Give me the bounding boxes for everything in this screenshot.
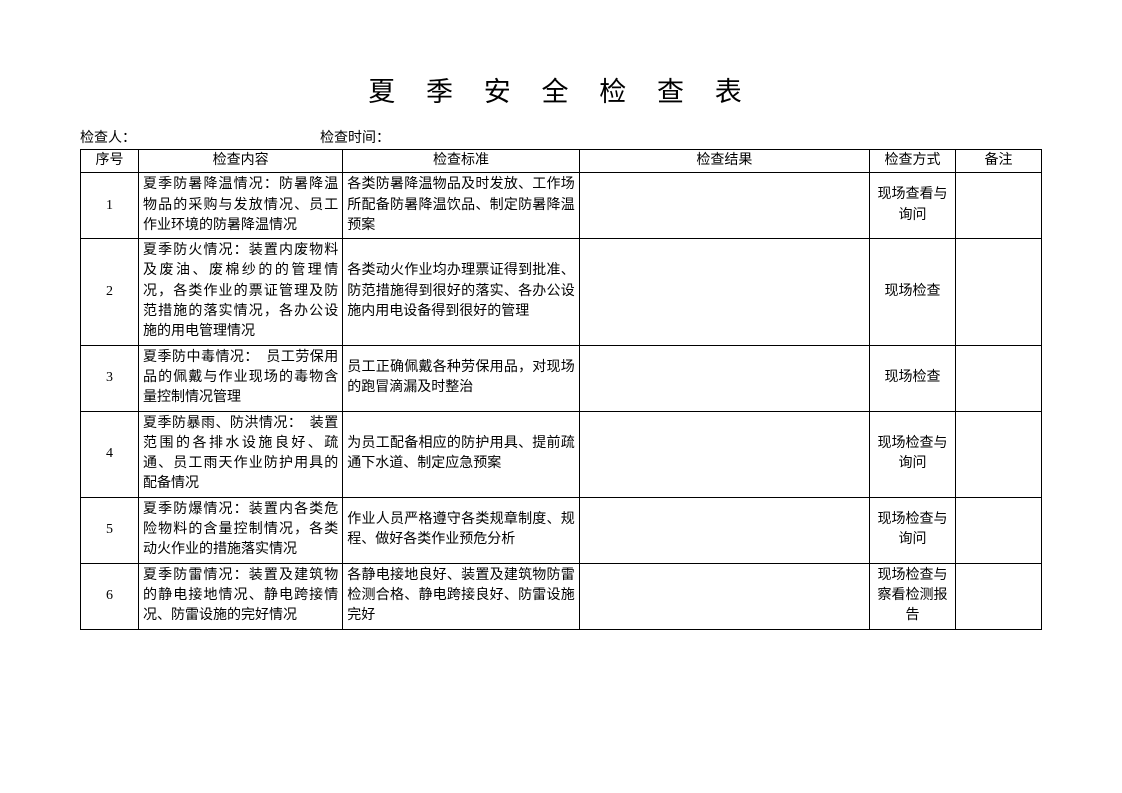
cell-remark [955, 497, 1041, 563]
cell-seq: 3 [81, 345, 139, 411]
header-content: 检查内容 [139, 150, 343, 173]
table-row: 1 夏季防暑降温情况：防暑降温物品的采购与发放情况、员工作业环境的防暑降温情况 … [81, 173, 1042, 239]
cell-standard: 作业人员严格遵守各类规章制度、规程、做好各类作业预危分析 [343, 497, 579, 563]
cell-seq: 1 [81, 173, 139, 239]
header-method: 检查方式 [870, 150, 956, 173]
header-remark: 备注 [955, 150, 1041, 173]
cell-remark [955, 239, 1041, 345]
cell-remark [955, 345, 1041, 411]
cell-method: 现场检查与询问 [870, 497, 956, 563]
meta-row: 检查人： 检查时间： [80, 127, 1042, 147]
table-row: 2 夏季防火情况：装置内废物料及废油、废棉纱的的管理情况，各类作业的票证管理及防… [81, 239, 1042, 345]
cell-seq: 5 [81, 497, 139, 563]
cell-content: 夏季防火情况：装置内废物料及废油、废棉纱的的管理情况，各类作业的票证管理及防范措… [139, 239, 343, 345]
cell-result [579, 173, 869, 239]
table-header-row: 序号 检查内容 检查标准 检查结果 检查方式 备注 [81, 150, 1042, 173]
cell-result [579, 563, 869, 629]
cell-remark [955, 563, 1041, 629]
cell-result [579, 411, 869, 497]
time-label: 检查时间： [320, 127, 1042, 147]
cell-content: 夏季防爆情况：装置内各类危险物料的含量控制情况，各类动火作业的措施落实情况 [139, 497, 343, 563]
cell-method: 现场检查与询问 [870, 411, 956, 497]
cell-remark [955, 173, 1041, 239]
cell-result [579, 497, 869, 563]
cell-content: 夏季防雷情况：装置及建筑物的静电接地情况、静电跨接情况、防雷设施的完好情况 [139, 563, 343, 629]
header-seq: 序号 [81, 150, 139, 173]
cell-method: 现场检查 [870, 345, 956, 411]
table-row: 5 夏季防爆情况：装置内各类危险物料的含量控制情况，各类动火作业的措施落实情况 … [81, 497, 1042, 563]
cell-content: 夏季防暑降温情况：防暑降温物品的采购与发放情况、员工作业环境的防暑降温情况 [139, 173, 343, 239]
table-row: 4 夏季防暴雨、防洪情况： 装置范围的各排水设施良好、疏通、员工雨天作业防护用具… [81, 411, 1042, 497]
cell-method: 现场查看与询问 [870, 173, 956, 239]
inspection-table: 序号 检查内容 检查标准 检查结果 检查方式 备注 1 夏季防暑降温情况：防暑降… [80, 149, 1042, 630]
table-row: 3 夏季防中毒情况： 员工劳保用品的佩戴与作业现场的毒物含量控制情况管理 员工正… [81, 345, 1042, 411]
cell-content: 夏季防暴雨、防洪情况： 装置范围的各排水设施良好、疏通、员工雨天作业防护用具的配… [139, 411, 343, 497]
table-row: 6 夏季防雷情况：装置及建筑物的静电接地情况、静电跨接情况、防雷设施的完好情况 … [81, 563, 1042, 629]
cell-content: 夏季防中毒情况： 员工劳保用品的佩戴与作业现场的毒物含量控制情况管理 [139, 345, 343, 411]
header-standard: 检查标准 [343, 150, 579, 173]
cell-method: 现场检查与察看检测报告 [870, 563, 956, 629]
cell-seq: 2 [81, 239, 139, 345]
page-title: 夏 季 安 全 检 查 表 [80, 70, 1042, 109]
header-result: 检查结果 [579, 150, 869, 173]
cell-result [579, 239, 869, 345]
cell-remark [955, 411, 1041, 497]
inspector-label: 检查人： [80, 127, 320, 147]
cell-standard: 各类动火作业均办理票证得到批准、防范措施得到很好的落实、各办公设施内用电设备得到… [343, 239, 579, 345]
cell-standard: 员工正确佩戴各种劳保用品，对现场的跑冒滴漏及时整治 [343, 345, 579, 411]
cell-seq: 6 [81, 563, 139, 629]
cell-standard: 各类防暑降温物品及时发放、工作场所配备防暑降温饮品、制定防暑降温预案 [343, 173, 579, 239]
cell-standard: 各静电接地良好、装置及建筑物防雷检测合格、静电跨接良好、防雷设施完好 [343, 563, 579, 629]
cell-seq: 4 [81, 411, 139, 497]
cell-result [579, 345, 869, 411]
cell-standard: 为员工配备相应的防护用具、提前疏通下水道、制定应急预案 [343, 411, 579, 497]
cell-method: 现场检查 [870, 239, 956, 345]
